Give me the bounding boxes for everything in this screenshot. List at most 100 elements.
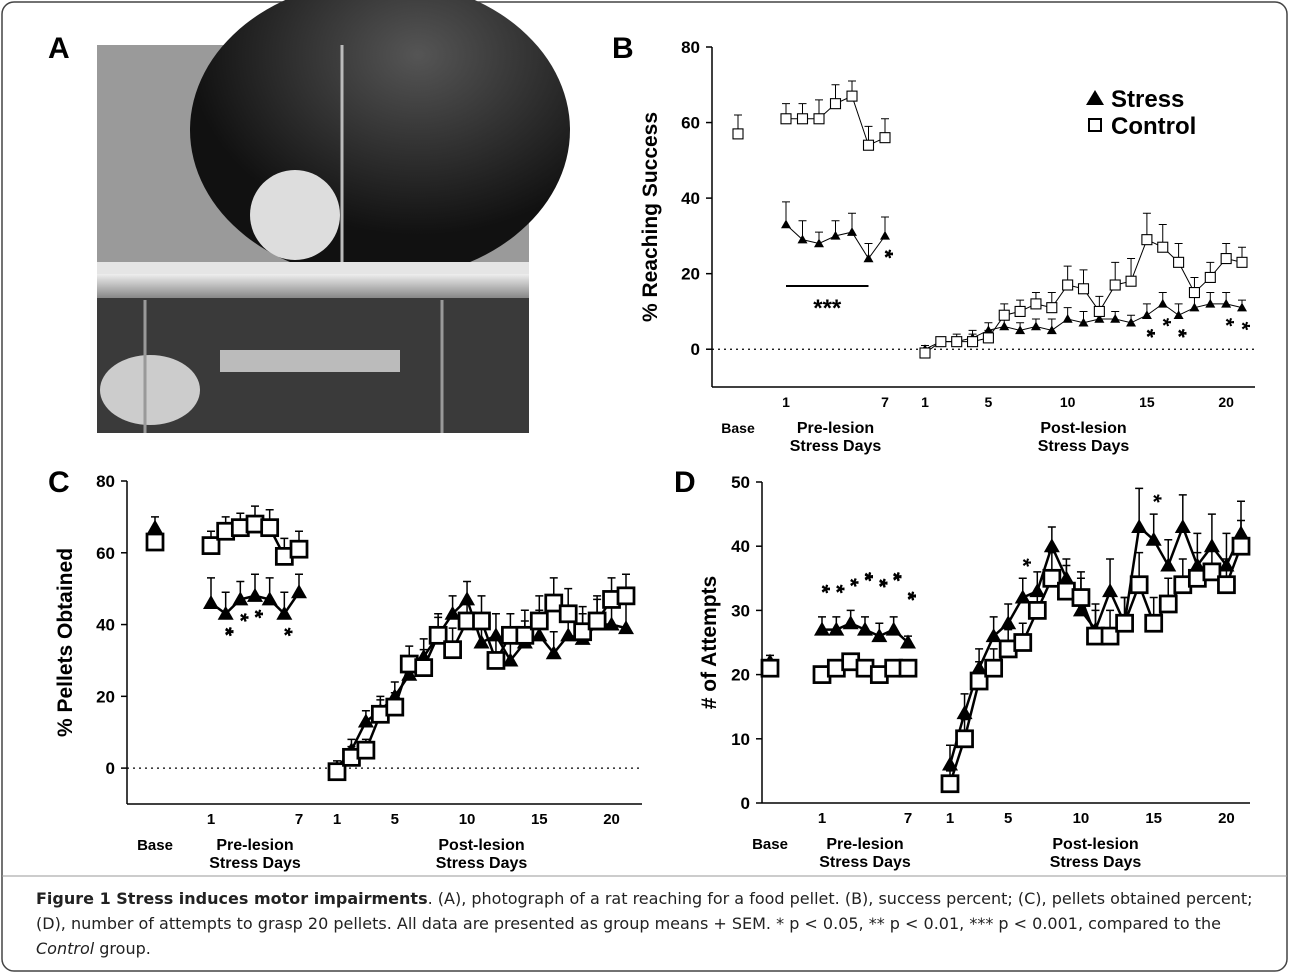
stress-marker [1043, 538, 1060, 553]
y-axis-title: # of Attempts [698, 576, 721, 709]
control-marker [356, 740, 376, 760]
stress-marker [900, 634, 916, 649]
control-marker [1188, 287, 1200, 299]
significance-stars: ** [884, 249, 893, 258]
x-group-label: Stress Days [1038, 438, 1130, 455]
stress-marker [1145, 531, 1162, 546]
significance-stars: *** [864, 572, 873, 582]
stress-marker [487, 627, 504, 642]
stress-marker [217, 605, 234, 620]
control-marker [587, 611, 607, 631]
x-group-label: Post-lesion [1052, 836, 1138, 853]
stress-marker [1189, 302, 1200, 312]
significance-stars: * [1021, 558, 1030, 567]
control-marker [1062, 279, 1074, 291]
stress-marker [1014, 589, 1031, 604]
x-tick-label: 7 [295, 811, 303, 828]
control-marker [1129, 575, 1149, 595]
stress-marker [985, 628, 1002, 643]
significance-stars: * [1241, 322, 1250, 331]
stress-marker [276, 605, 293, 620]
legend-marker [1086, 90, 1104, 105]
control-marker [780, 113, 792, 125]
stress-marker [814, 238, 824, 248]
stress-marker [999, 321, 1010, 331]
stress-marker [1046, 325, 1057, 335]
x-group-label: Stress Days [1050, 854, 1142, 871]
x-tick-label: 20 [1218, 810, 1235, 827]
stress-marker [814, 621, 830, 636]
x-tick-label: 10 [459, 811, 476, 828]
x-group-label: Stress Days [436, 855, 528, 872]
legend-marker [1088, 118, 1102, 132]
stress-marker [147, 519, 163, 534]
caption-end: group. [94, 939, 151, 958]
y-tick-label: 20 [96, 687, 115, 706]
control-marker [327, 762, 347, 782]
x-tick-label: Base [137, 837, 173, 854]
x-tick-label: 5 [985, 394, 993, 410]
stress-marker [291, 584, 307, 599]
stress-marker [983, 325, 994, 335]
stress-marker [1110, 314, 1121, 323]
significance-stars: ** [821, 584, 830, 593]
control-marker [1231, 536, 1251, 556]
stress-marker [1141, 310, 1152, 319]
significance-stars: *** [907, 591, 916, 601]
stress-marker [1030, 321, 1041, 331]
control-marker [1144, 613, 1164, 633]
stress-marker [232, 591, 249, 606]
control-marker [862, 139, 875, 151]
x-tick-label: 7 [881, 394, 889, 410]
y-tick-label: 0 [741, 794, 750, 813]
control-marker [1093, 305, 1105, 317]
stress-marker [1000, 615, 1017, 630]
control-marker [289, 539, 309, 559]
x-tick-label: 15 [1145, 810, 1162, 827]
control-marker [935, 336, 947, 348]
control-marker [544, 593, 564, 613]
stress-marker [1029, 583, 1046, 598]
control-marker [1014, 305, 1026, 317]
stress-marker [781, 219, 791, 229]
stress-marker [357, 713, 374, 728]
control-marker [529, 611, 549, 631]
x-tick-label: 10 [1060, 394, 1076, 410]
significance-stars: * [1225, 318, 1234, 327]
stress-marker [444, 605, 461, 620]
x-tick-label: 1 [333, 811, 341, 828]
y-tick-label: 30 [731, 601, 750, 620]
significance-stars: * [1152, 494, 1161, 503]
control-marker [1042, 568, 1062, 588]
control-marker [1173, 256, 1185, 268]
x-tick-label: 5 [1004, 810, 1012, 827]
control-marker [1220, 253, 1232, 265]
panel-label: C [48, 466, 70, 499]
y-axis-title: % Pellets Obtained [54, 548, 77, 737]
significance-stars: ** [1177, 329, 1186, 338]
y-tick-label: 20 [731, 666, 750, 685]
stress-marker [880, 230, 890, 240]
stress-marker [885, 621, 902, 636]
x-group-label: Stress Days [790, 438, 882, 455]
control-marker [1046, 302, 1058, 314]
control-marker [1030, 298, 1042, 310]
stress-marker [1131, 518, 1148, 533]
x-tick-label: 20 [603, 811, 620, 828]
control-marker [984, 658, 1004, 678]
stress-marker [1160, 557, 1177, 572]
control-marker [201, 536, 221, 555]
y-axis-title: % Reaching Success [639, 112, 662, 322]
stress-marker [842, 615, 859, 630]
stress-marker [531, 627, 548, 642]
control-marker [732, 128, 744, 140]
stress-marker [797, 234, 808, 244]
control-marker [260, 518, 280, 538]
y-tick-label: 40 [96, 616, 115, 635]
stress-marker [603, 616, 620, 631]
significance-stars: * [1161, 318, 1170, 327]
significance-stars: *** [878, 578, 887, 588]
stress-marker [942, 756, 958, 771]
